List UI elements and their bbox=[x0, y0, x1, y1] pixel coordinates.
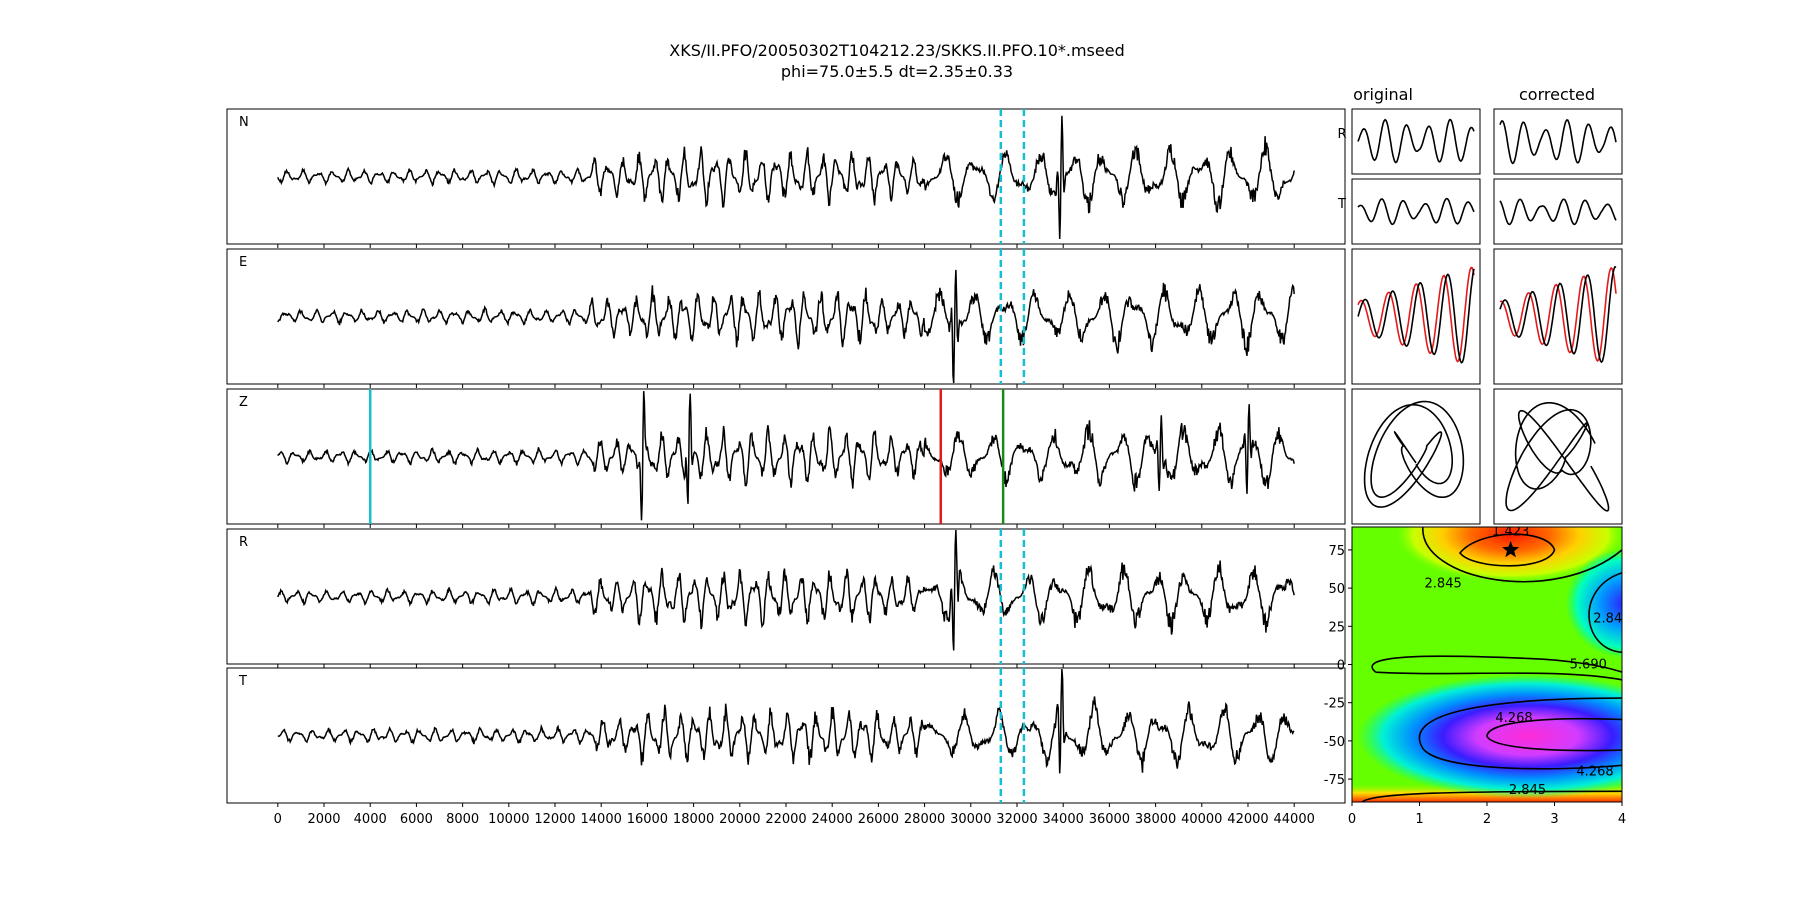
row-label-r: R bbox=[1337, 127, 1346, 142]
panel-label-t: T bbox=[238, 674, 247, 689]
x-tick-label: 32000 bbox=[996, 812, 1037, 827]
contour-label: 1.423 bbox=[1492, 525, 1529, 540]
heatmap-y-tick-label: -75 bbox=[1324, 773, 1345, 788]
panel-original-r bbox=[1351, 108, 1481, 175]
heatmap-high-lower bbox=[1357, 674, 1622, 799]
contour-line bbox=[1371, 655, 1622, 681]
windowed-trace-t bbox=[1499, 198, 1617, 226]
x-tick-label: 36000 bbox=[1089, 812, 1130, 827]
panel-label-z: Z bbox=[239, 395, 248, 410]
x-tick-label: 16000 bbox=[627, 812, 668, 827]
minimum-star bbox=[1502, 540, 1520, 558]
x-tick-label: 40000 bbox=[1181, 812, 1222, 827]
figure-subtitle: phi=75.0±5.5 dt=2.35±0.33 bbox=[781, 62, 1013, 81]
heatmap-x-tick-label: 1 bbox=[1415, 812, 1423, 827]
contour-label: 4.268 bbox=[1576, 764, 1613, 779]
panel-corrected-wave bbox=[1493, 248, 1623, 385]
trace-e bbox=[277, 269, 1295, 384]
heatmap-y-tick-label: -50 bbox=[1324, 735, 1345, 750]
panel-original-pm bbox=[1351, 388, 1481, 525]
x-tick-label: 30000 bbox=[950, 812, 991, 827]
panel-corrected-r bbox=[1493, 108, 1623, 175]
trace-z bbox=[277, 391, 1295, 521]
trace-t bbox=[277, 668, 1295, 774]
contour-line bbox=[1486, 717, 1622, 752]
heatmap-x-tick-label: 3 bbox=[1550, 812, 1558, 827]
heatmap-y-tick-label: 75 bbox=[1328, 544, 1345, 559]
x-tick-label: 2000 bbox=[307, 812, 340, 827]
splitting-error-surface: 1.423 2.845 2.845 5.690 4.268 4.268 2.845 0 1 2 3 4… bbox=[1324, 525, 1630, 827]
x-tick-label: 38000 bbox=[1135, 812, 1176, 827]
x-tick-label: 12000 bbox=[534, 812, 575, 827]
small-panels bbox=[1351, 108, 1623, 525]
heatmap-y-tick-label: 50 bbox=[1328, 582, 1345, 597]
panel-original-wave bbox=[1351, 248, 1481, 385]
x-tick-label: 10000 bbox=[488, 812, 529, 827]
contour-label: 4.268 bbox=[1495, 711, 1532, 726]
windowed-trace-red bbox=[1499, 266, 1617, 363]
particle-motion-corrected bbox=[1505, 402, 1610, 512]
x-tick-label: 22000 bbox=[765, 812, 806, 827]
figure-title: XKS/II.PFO/20050302T104212.23/SKKS.II.PF… bbox=[669, 41, 1124, 60]
x-tick-label: 18000 bbox=[673, 812, 714, 827]
x-tick-label: 26000 bbox=[858, 812, 899, 827]
particle-motion-original bbox=[1363, 400, 1465, 508]
trace-n bbox=[277, 115, 1295, 240]
panel-corrected-pm bbox=[1493, 388, 1623, 525]
heatmap-x-tick-label: 4 bbox=[1618, 812, 1626, 827]
panel-corrected-t bbox=[1493, 178, 1623, 245]
heatmap-x-tick-label: 2 bbox=[1483, 812, 1491, 827]
column-title-corrected: corrected bbox=[1519, 85, 1595, 104]
contour-line bbox=[1418, 697, 1622, 770]
heatmap-y-tick-label: -25 bbox=[1324, 697, 1345, 712]
panel-frame-e bbox=[226, 248, 1346, 385]
panel-label-n: N bbox=[239, 115, 249, 130]
contour-line bbox=[1588, 572, 1622, 654]
panel-label-r: R bbox=[239, 535, 248, 550]
contour-label: 5.690 bbox=[1570, 658, 1607, 673]
windowed-trace-black bbox=[1357, 268, 1475, 364]
x-tick-label: 14000 bbox=[581, 812, 622, 827]
contour-line bbox=[1458, 533, 1556, 567]
contour-label: 2.845 bbox=[1593, 612, 1630, 627]
x-tick-label: 44000 bbox=[1274, 812, 1315, 827]
x-tick-label: 42000 bbox=[1227, 812, 1268, 827]
contour-label: 2.845 bbox=[1509, 783, 1546, 798]
trace-panels: N E Z R T 0 2000 4000 6000 8000 10000 12000 14000 160… bbox=[226, 108, 1346, 827]
x-tick-label: 24000 bbox=[812, 812, 853, 827]
heatmap-y-tick-label: 0 bbox=[1337, 659, 1345, 674]
heatmap-y-tick-label: 25 bbox=[1328, 620, 1345, 635]
x-tick-label: 34000 bbox=[1043, 812, 1084, 827]
trace-r bbox=[277, 529, 1295, 651]
windowed-trace-r bbox=[1499, 119, 1617, 165]
x-tick-label: 0 bbox=[274, 812, 282, 827]
x-tick-label: 4000 bbox=[354, 812, 387, 827]
contour-line bbox=[1422, 527, 1622, 583]
windowed-trace-t bbox=[1357, 197, 1475, 226]
x-tick-label: 6000 bbox=[400, 812, 433, 827]
heatmap-x-tick-label: 0 bbox=[1348, 812, 1356, 827]
panel-label-e: E bbox=[239, 255, 247, 270]
panel-original-t bbox=[1351, 178, 1481, 245]
windowed-trace-black bbox=[1499, 265, 1617, 364]
x-tick-label: 28000 bbox=[904, 812, 945, 827]
row-label-t: T bbox=[1337, 197, 1346, 212]
heatmap-high-right bbox=[1565, 548, 1622, 659]
contour-label: 2.845 bbox=[1425, 577, 1462, 592]
column-title-original: original bbox=[1353, 85, 1413, 104]
x-tick-label: 20000 bbox=[719, 812, 760, 827]
windowed-trace-red bbox=[1357, 266, 1475, 363]
windowed-trace-r bbox=[1357, 118, 1475, 164]
heatmap-fill: 1.423 2.845 2.845 5.690 4.268 4.268 2.845 bbox=[1352, 525, 1630, 802]
x-tick-label: 8000 bbox=[446, 812, 479, 827]
contour-line bbox=[1361, 790, 1622, 802]
panel-frame-t bbox=[226, 667, 1346, 804]
